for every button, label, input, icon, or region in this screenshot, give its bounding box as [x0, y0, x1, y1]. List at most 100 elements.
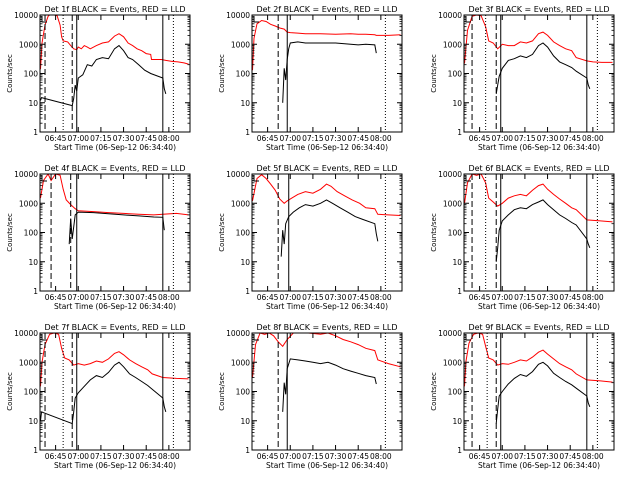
- y-axis-label: Counts/sec: [218, 213, 226, 252]
- corner-bracket-icon: [253, 16, 259, 23]
- x-axis-label: Start Time (06-Sep-12 06:34:40): [478, 302, 600, 311]
- x-tick-label: 08:00: [158, 452, 180, 461]
- y-tick-label: 1000: [443, 40, 462, 49]
- x-axis-label: Start Time (06-Sep-12 06:34:40): [478, 143, 600, 152]
- y-axis-label: Counts/sec: [6, 213, 14, 252]
- y-tick-label: 10: [28, 99, 38, 108]
- x-tick-label: 08:00: [370, 134, 392, 143]
- y-tick-label: 100: [236, 70, 251, 79]
- y-tick-label: 10000: [14, 329, 38, 338]
- plot-frame: [39, 14, 191, 133]
- lld-series-line: [464, 174, 613, 223]
- lld-series-line: [40, 15, 189, 70]
- y-tick-label: 10000: [226, 170, 250, 179]
- x-tick-label: 07:00: [279, 134, 301, 143]
- x-tick-label: 07:00: [67, 293, 89, 302]
- lld-series-line: [252, 19, 401, 71]
- panel-title: Det 2f BLACK = Events, RED = LLD: [256, 5, 397, 14]
- panel-7: Det 7f BLACK = Events, RED = LLD 1 10 100 10…: [6, 323, 191, 470]
- y-tick-label: 100: [24, 229, 39, 238]
- x-axis-label: Start Time (06-Sep-12 06:34:40): [54, 302, 176, 311]
- plot-frame: [251, 332, 403, 451]
- x-tick-label: 06:45: [257, 134, 279, 143]
- x-tick-label: 07:45: [559, 452, 581, 461]
- x-tick-label: 07:00: [491, 293, 513, 302]
- y-tick-label: 100: [448, 229, 463, 238]
- y-axis-label: Counts/sec: [430, 372, 438, 411]
- y-tick-label: 1: [245, 287, 250, 296]
- x-tick-label: 06:45: [469, 452, 491, 461]
- plot-frame: [251, 14, 403, 133]
- corner-bracket-icon: [41, 334, 47, 341]
- y-axis-label: Counts/sec: [6, 372, 14, 411]
- x-tick-label: 08:00: [582, 452, 604, 461]
- x-tick-label: 07:30: [325, 134, 347, 143]
- y-tick-label: 10: [240, 417, 250, 426]
- events-series-line: [495, 361, 591, 424]
- y-tick-label: 10: [452, 417, 462, 426]
- x-tick-label: 06:45: [45, 134, 67, 143]
- y-tick-label: 1000: [19, 40, 38, 49]
- lld-series-line: [252, 333, 401, 378]
- x-tick-label: 07:15: [302, 452, 324, 461]
- y-tick-label: 1: [245, 128, 250, 137]
- panel-4: Det 4f BLACK = Events, RED = LLD 1 10 100 10…: [6, 164, 191, 311]
- panel-title: Det 6f BLACK = Events, RED = LLD: [468, 164, 609, 173]
- y-tick-label: 1000: [443, 358, 462, 367]
- x-tick-label: 07:00: [491, 452, 513, 461]
- panel-3: Det 3f BLACK = Events, RED = LLD 1 10 100 10…: [430, 5, 615, 152]
- events-series-line: [40, 44, 167, 107]
- x-tick-label: 06:45: [257, 452, 279, 461]
- x-tick-label: 07:45: [135, 452, 157, 461]
- y-tick-label: 100: [448, 388, 463, 397]
- x-tick-label: 07:15: [90, 134, 112, 143]
- y-tick-label: 10000: [438, 170, 462, 179]
- x-tick-label: 06:45: [257, 293, 279, 302]
- x-tick-label: 07:30: [537, 134, 559, 143]
- y-tick-label: 10: [240, 258, 250, 267]
- y-tick-label: 10000: [14, 170, 38, 179]
- x-tick-label: 07:15: [302, 134, 324, 143]
- x-tick-label: 07:45: [135, 293, 157, 302]
- y-tick-label: 10000: [226, 329, 250, 338]
- y-axis-label: Counts/sec: [218, 54, 226, 93]
- x-axis-label: Start Time (06-Sep-12 06:34:40): [266, 461, 388, 470]
- y-tick-label: 1: [457, 446, 462, 455]
- y-axis-label: Counts/sec: [218, 372, 226, 411]
- x-tick-label: 07:45: [347, 452, 369, 461]
- lld-series-line: [40, 174, 189, 216]
- plot-frame: [463, 173, 615, 292]
- y-tick-label: 1000: [19, 358, 38, 367]
- y-tick-label: 10000: [438, 329, 462, 338]
- x-tick-label: 07:30: [325, 452, 347, 461]
- x-axis-label: Start Time (06-Sep-12 06:34:40): [54, 461, 176, 470]
- x-tick-label: 07:30: [113, 134, 135, 143]
- x-tick-label: 08:00: [582, 134, 604, 143]
- x-axis-label: Start Time (06-Sep-12 06:34:40): [266, 143, 388, 152]
- panel-title: Det 4f BLACK = Events, RED = LLD: [44, 164, 185, 173]
- x-tick-label: 07:30: [325, 293, 347, 302]
- x-tick-label: 07:30: [537, 293, 559, 302]
- y-tick-label: 1: [457, 128, 462, 137]
- panel-5: Det 5f BLACK = Events, RED = LLD 1 10 100 10…: [218, 164, 403, 311]
- panel-title: Det 1f BLACK = Events, RED = LLD: [44, 5, 185, 14]
- y-tick-label: 1000: [443, 199, 462, 208]
- x-tick-label: 07:15: [90, 293, 112, 302]
- x-tick-label: 08:00: [370, 293, 392, 302]
- y-tick-label: 10000: [226, 11, 250, 20]
- panel-title: Det 7f BLACK = Events, RED = LLD: [44, 323, 185, 332]
- x-tick-label: 07:45: [135, 134, 157, 143]
- y-tick-label: 1: [33, 287, 38, 296]
- panel-9: Det 9f BLACK = Events, RED = LLD 1 10 100 10…: [430, 323, 615, 470]
- x-tick-label: 07:15: [90, 452, 112, 461]
- corner-bracket-icon: [465, 334, 471, 341]
- events-series-line: [40, 361, 167, 425]
- y-tick-label: 100: [24, 70, 39, 79]
- y-axis-label: Counts/sec: [430, 213, 438, 252]
- x-tick-label: 07:15: [514, 134, 536, 143]
- events-series-line: [282, 358, 377, 412]
- panel-6: Det 6f BLACK = Events, RED = LLD 1 10 100 10…: [430, 164, 615, 311]
- x-axis-label: Start Time (06-Sep-12 06:34:40): [478, 461, 600, 470]
- panel-title: Det 3f BLACK = Events, RED = LLD: [468, 5, 609, 14]
